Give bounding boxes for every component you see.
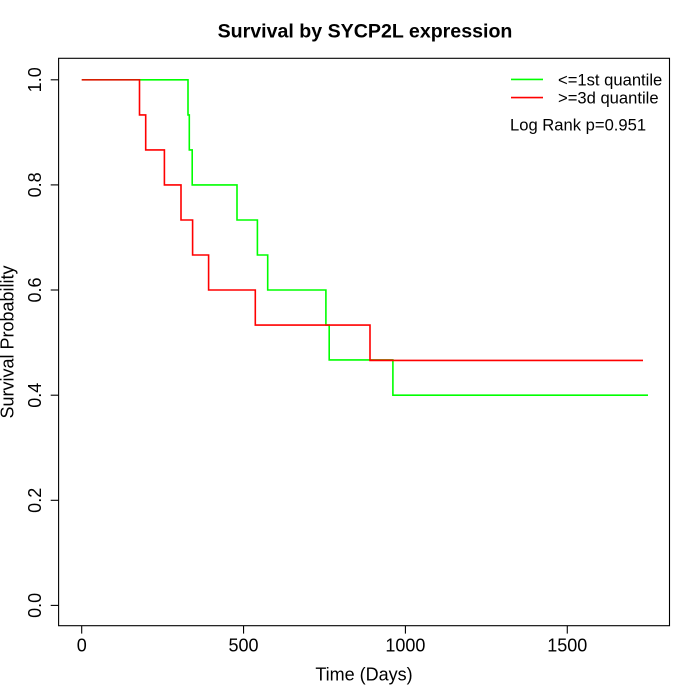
svg-text:1.0: 1.0 [25,67,45,92]
svg-text:0.2: 0.2 [25,488,45,513]
svg-text:1500: 1500 [547,636,587,656]
svg-text:0: 0 [77,636,87,656]
svg-text:Log Rank p=0.951: Log Rank p=0.951 [510,115,646,134]
svg-text:0.6: 0.6 [25,277,45,302]
svg-text:Survival Probability: Survival Probability [0,265,18,418]
svg-text:Survival by SYCP2L expression: Survival by SYCP2L expression [218,20,513,42]
svg-text:1000: 1000 [385,636,425,656]
svg-text:0.4: 0.4 [25,383,45,408]
svg-text:0.8: 0.8 [25,172,45,197]
svg-text:Time (Days): Time (Days) [315,664,412,684]
svg-text:500: 500 [229,636,259,656]
svg-text:<=1st quantile: <=1st quantile [558,71,662,90]
svg-text:0.0: 0.0 [25,593,45,618]
svg-text:>=3d quantile: >=3d quantile [558,89,659,108]
